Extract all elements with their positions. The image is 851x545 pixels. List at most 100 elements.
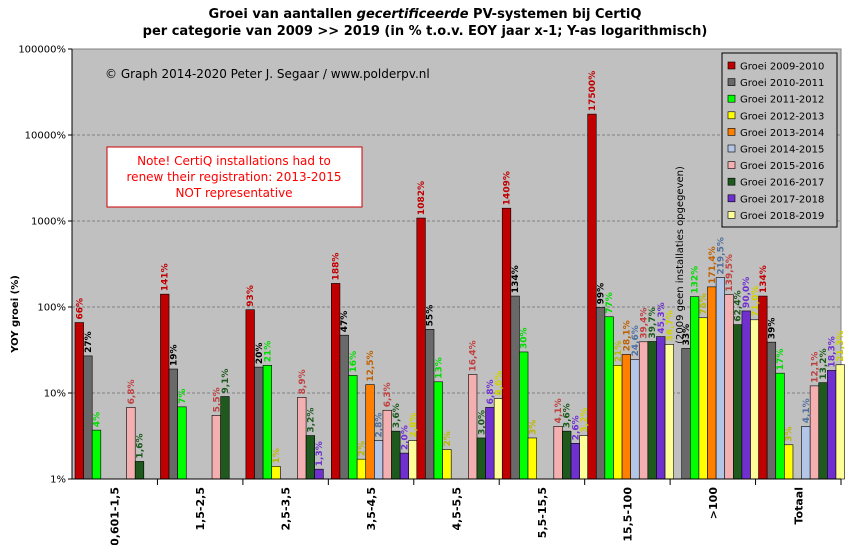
bar bbox=[698, 317, 708, 480]
y-tick-label: 1000% bbox=[31, 217, 66, 228]
bar bbox=[416, 217, 426, 480]
bar bbox=[356, 458, 367, 480]
bar bbox=[254, 366, 264, 480]
data-label: 21,3% bbox=[836, 331, 846, 362]
copyright-text: © Graph 2014-2020 Peter J. Segaar / www.… bbox=[105, 67, 430, 81]
bar bbox=[818, 382, 828, 480]
data-label: 6,8% bbox=[486, 379, 496, 404]
legend-entry: Groei 2009-2010 bbox=[740, 62, 824, 73]
x-tick-label: 3,5-4,5 bbox=[365, 487, 378, 531]
bar bbox=[527, 437, 537, 480]
x-axis: 0,601-1,5 1,5-2,5 2,5-3,5 3,5-4,5 4,5-5,5 5,5… bbox=[72, 478, 842, 545]
bar bbox=[262, 364, 272, 480]
chart-title: Groei van aantallen gecertificeerde PV-s… bbox=[209, 7, 642, 22]
note-box: Note! CertiQ installations had to renew … bbox=[106, 146, 363, 208]
bar bbox=[493, 398, 504, 480]
data-label: 6,8% bbox=[127, 379, 137, 404]
bar bbox=[126, 407, 136, 480]
data-label: 132% bbox=[691, 266, 701, 294]
bar bbox=[724, 294, 734, 480]
title-part-2: PV-systemen bij CertiQ bbox=[469, 7, 642, 22]
bar bbox=[630, 359, 640, 480]
title-part-0: Groei van aantallen bbox=[209, 7, 357, 22]
data-label: 99% bbox=[597, 283, 607, 305]
legend-entry: Groei 2011-2012 bbox=[740, 95, 824, 106]
data-label: 13,2% bbox=[819, 348, 829, 379]
x-tick-label: >100 bbox=[707, 487, 720, 520]
bar bbox=[766, 341, 777, 480]
data-label: 39,7% bbox=[648, 307, 658, 338]
data-label: 16,4% bbox=[469, 340, 479, 371]
data-label: 3,2% bbox=[306, 408, 316, 433]
bar bbox=[331, 283, 341, 480]
bar bbox=[733, 324, 743, 480]
legend-swatch bbox=[727, 144, 736, 153]
data-label: 45,3% bbox=[657, 302, 667, 333]
data-label: 134% bbox=[759, 265, 769, 293]
bar bbox=[433, 381, 443, 480]
legend-swatch bbox=[727, 78, 736, 86]
data-label: 4% bbox=[93, 412, 103, 427]
x-tick-label: 1,5-2,5 bbox=[194, 487, 207, 531]
data-label: 4,1% bbox=[802, 398, 812, 423]
data-label: 66% bbox=[75, 298, 85, 320]
bar bbox=[134, 461, 145, 480]
bar bbox=[647, 341, 657, 480]
data-label: 28,1% bbox=[622, 320, 632, 351]
bar bbox=[519, 351, 529, 480]
bar bbox=[510, 295, 520, 480]
note-box-frame bbox=[106, 146, 363, 208]
data-label: 20% bbox=[255, 343, 265, 365]
y-tick-label: 1% bbox=[50, 475, 66, 486]
data-label: 2,8% bbox=[375, 413, 385, 438]
data-label: 12,5% bbox=[366, 350, 376, 381]
bar bbox=[83, 355, 93, 480]
x-tick-label: 5,5-15,5 bbox=[536, 487, 549, 538]
data-label: 77% bbox=[605, 292, 615, 314]
data-label: 2,8% bbox=[409, 413, 419, 438]
data-label: 12,1% bbox=[810, 352, 820, 383]
data-label: 139,5% bbox=[725, 254, 735, 292]
data-label: 1% bbox=[272, 448, 282, 463]
bar bbox=[562, 430, 572, 480]
legend-entry: Groei 2016-2017 bbox=[740, 178, 824, 189]
bar bbox=[570, 443, 580, 480]
bar bbox=[374, 440, 384, 480]
bar bbox=[314, 468, 324, 480]
legend-swatch bbox=[727, 161, 736, 169]
bar bbox=[160, 293, 170, 480]
data-labels-layer: 66%27%4%6,8%1,6%141%19%7% 5,5%9,1%93%20%2… bbox=[75, 71, 846, 466]
bar bbox=[91, 429, 102, 480]
data-label: 2% bbox=[357, 441, 367, 456]
data-label: 16% bbox=[349, 351, 359, 373]
bar bbox=[391, 430, 401, 480]
bar bbox=[211, 415, 221, 480]
vertical-note: (2009 geen installaties opgegeven) bbox=[675, 166, 686, 344]
bar bbox=[681, 348, 691, 480]
bar bbox=[613, 364, 623, 480]
data-label: 3% bbox=[528, 420, 538, 435]
bar bbox=[468, 374, 478, 480]
x-tick-label: 15,5-100 bbox=[621, 487, 634, 542]
data-label: 55% bbox=[426, 305, 436, 327]
data-label: 8,9% bbox=[298, 369, 308, 394]
note-line-3: NOT representative bbox=[175, 186, 292, 200]
bar bbox=[271, 466, 281, 480]
bar bbox=[501, 207, 512, 480]
data-label: 33% bbox=[682, 324, 692, 346]
data-label: 9,1% bbox=[221, 369, 231, 394]
data-label: 3,2% bbox=[580, 408, 590, 433]
bar bbox=[775, 372, 785, 480]
bar bbox=[399, 452, 410, 480]
bar bbox=[638, 341, 649, 480]
bar bbox=[177, 406, 187, 480]
x-tick-label: 0,601-1,5 bbox=[109, 487, 122, 545]
data-label: 17% bbox=[776, 349, 786, 371]
data-label: 62,4% bbox=[734, 290, 744, 321]
data-label: 141% bbox=[161, 263, 171, 291]
bar bbox=[553, 426, 563, 480]
y-axis: 1% 10% 100% 1000% 10000% 100000% bbox=[18, 45, 73, 486]
data-label: 19% bbox=[169, 344, 179, 366]
legend-entry: Groei 2018-2019 bbox=[740, 211, 824, 222]
legend-entry: Groei 2012-2013 bbox=[740, 111, 824, 122]
